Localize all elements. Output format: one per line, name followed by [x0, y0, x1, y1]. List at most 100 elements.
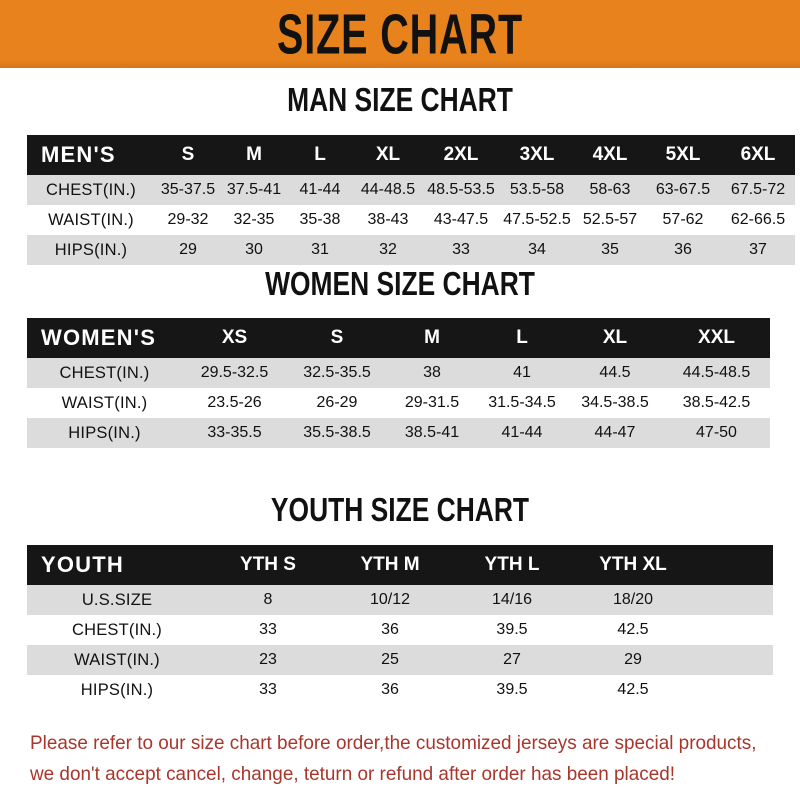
- men-corner-label: MEN'S: [27, 135, 155, 175]
- cell-spacer: [693, 675, 773, 705]
- column-header: YTH M: [329, 545, 451, 585]
- cell: 52.5-57: [575, 205, 645, 235]
- cell: 38.5-41: [387, 418, 477, 448]
- row-label: CHEST(IN.): [27, 175, 155, 205]
- order-disclaimer: Please refer to our size chart before or…: [30, 728, 758, 790]
- column-header: XL: [353, 135, 423, 175]
- table-row: CHEST(IN.) 35-37.5 37.5-41 41-44 44-48.5…: [27, 175, 795, 205]
- cell: 35-38: [287, 205, 353, 235]
- column-header: XXL: [663, 318, 770, 358]
- cell: 29.5-32.5: [182, 358, 287, 388]
- cell: 29-31.5: [387, 388, 477, 418]
- cell: 39.5: [451, 615, 573, 645]
- cell: 29: [155, 235, 221, 265]
- cell: 18/20: [573, 585, 693, 615]
- cell: 33-35.5: [182, 418, 287, 448]
- cell: 23.5-26: [182, 388, 287, 418]
- table-row: WAIST(IN.) 23 25 27 29: [27, 645, 773, 675]
- row-label: HIPS(IN.): [27, 418, 182, 448]
- table-row: CHEST(IN.) 33 36 39.5 42.5: [27, 615, 773, 645]
- cell: 30: [221, 235, 287, 265]
- youth-section-title: YOUTH SIZE CHART: [270, 491, 530, 529]
- man-size-table: MEN'S S M L XL 2XL 3XL 4XL 5XL 6XL CHEST…: [27, 135, 795, 265]
- youth-size-table: YOUTH YTH S YTH M YTH L YTH XL U.S.SIZE …: [27, 545, 773, 705]
- cell: 38.5-42.5: [663, 388, 770, 418]
- cell: 36: [329, 615, 451, 645]
- cell: 34.5-38.5: [567, 388, 663, 418]
- cell: 27: [451, 645, 573, 675]
- column-header: 5XL: [645, 135, 721, 175]
- column-header: XS: [182, 318, 287, 358]
- page-title: SIZE CHART: [277, 2, 523, 66]
- column-header: 3XL: [499, 135, 575, 175]
- cell: 31.5-34.5: [477, 388, 567, 418]
- disclaimer-line-2: we don't accept cancel, change, teturn o…: [30, 763, 676, 785]
- table-row: WAIST(IN.) 29-32 32-35 35-38 38-43 43-47…: [27, 205, 795, 235]
- cell: 23: [207, 645, 329, 675]
- cell: 33: [207, 675, 329, 705]
- cell: 29-32: [155, 205, 221, 235]
- cell: 34: [499, 235, 575, 265]
- cell: 36: [329, 675, 451, 705]
- cell: 41: [477, 358, 567, 388]
- cell: 41-44: [477, 418, 567, 448]
- column-header: M: [387, 318, 477, 358]
- cell: 42.5: [573, 675, 693, 705]
- cell: 36: [645, 235, 721, 265]
- table-row: HIPS(IN.) 33-35.5 35.5-38.5 38.5-41 41-4…: [27, 418, 770, 448]
- cell: 32-35: [221, 205, 287, 235]
- cell: 37: [721, 235, 795, 265]
- table-header-row: WOMEN'S XS S M L XL XXL: [27, 318, 770, 358]
- man-section-title: MAN SIZE CHART: [287, 81, 513, 119]
- cell: 32.5-35.5: [287, 358, 387, 388]
- column-header: M: [221, 135, 287, 175]
- cell: 35: [575, 235, 645, 265]
- row-label: HIPS(IN.): [27, 675, 207, 705]
- women-size-table: WOMEN'S XS S M L XL XXL CHEST(IN.) 29.5-…: [27, 318, 770, 448]
- table-header-row: MEN'S S M L XL 2XL 3XL 4XL 5XL 6XL: [27, 135, 795, 175]
- table-row: U.S.SIZE 8 10/12 14/16 18/20: [27, 585, 773, 615]
- column-header: YTH L: [451, 545, 573, 585]
- cell: 37.5-41: [221, 175, 287, 205]
- table-row: HIPS(IN.) 33 36 39.5 42.5: [27, 675, 773, 705]
- cell: 32: [353, 235, 423, 265]
- cell: 10/12: [329, 585, 451, 615]
- column-header: S: [155, 135, 221, 175]
- cell: 42.5: [573, 615, 693, 645]
- cell: 57-62: [645, 205, 721, 235]
- column-header: YTH XL: [573, 545, 693, 585]
- row-label: U.S.SIZE: [27, 585, 207, 615]
- cell: 47.5-52.5: [499, 205, 575, 235]
- cell: 48.5-53.5: [423, 175, 499, 205]
- women-section-title: WOMEN SIZE CHART: [265, 265, 535, 303]
- cell: 39.5: [451, 675, 573, 705]
- cell: 29: [573, 645, 693, 675]
- cell: 33: [423, 235, 499, 265]
- row-label: HIPS(IN.): [27, 235, 155, 265]
- cell: 14/16: [451, 585, 573, 615]
- row-label: WAIST(IN.): [27, 645, 207, 675]
- size-chart-banner: SIZE CHART: [0, 0, 800, 68]
- table-row: CHEST(IN.) 29.5-32.5 32.5-35.5 38 41 44.…: [27, 358, 770, 388]
- column-header: YTH S: [207, 545, 329, 585]
- cell-spacer: [693, 585, 773, 615]
- column-header: L: [287, 135, 353, 175]
- cell: 47-50: [663, 418, 770, 448]
- cell: 44-48.5: [353, 175, 423, 205]
- cell: 44-47: [567, 418, 663, 448]
- column-header-spacer: [693, 545, 773, 585]
- column-header: L: [477, 318, 567, 358]
- disclaimer-line-1: Please refer to our size chart before or…: [30, 732, 757, 754]
- row-label: CHEST(IN.): [27, 615, 207, 645]
- youth-corner-label: YOUTH: [27, 545, 207, 585]
- cell: 31: [287, 235, 353, 265]
- cell-spacer: [693, 645, 773, 675]
- cell: 38-43: [353, 205, 423, 235]
- table-row: HIPS(IN.) 29 30 31 32 33 34 35 36 37: [27, 235, 795, 265]
- cell-spacer: [693, 615, 773, 645]
- row-label: CHEST(IN.): [27, 358, 182, 388]
- cell: 58-63: [575, 175, 645, 205]
- cell: 67.5-72: [721, 175, 795, 205]
- cell: 53.5-58: [499, 175, 575, 205]
- table-row: WAIST(IN.) 23.5-26 26-29 29-31.5 31.5-34…: [27, 388, 770, 418]
